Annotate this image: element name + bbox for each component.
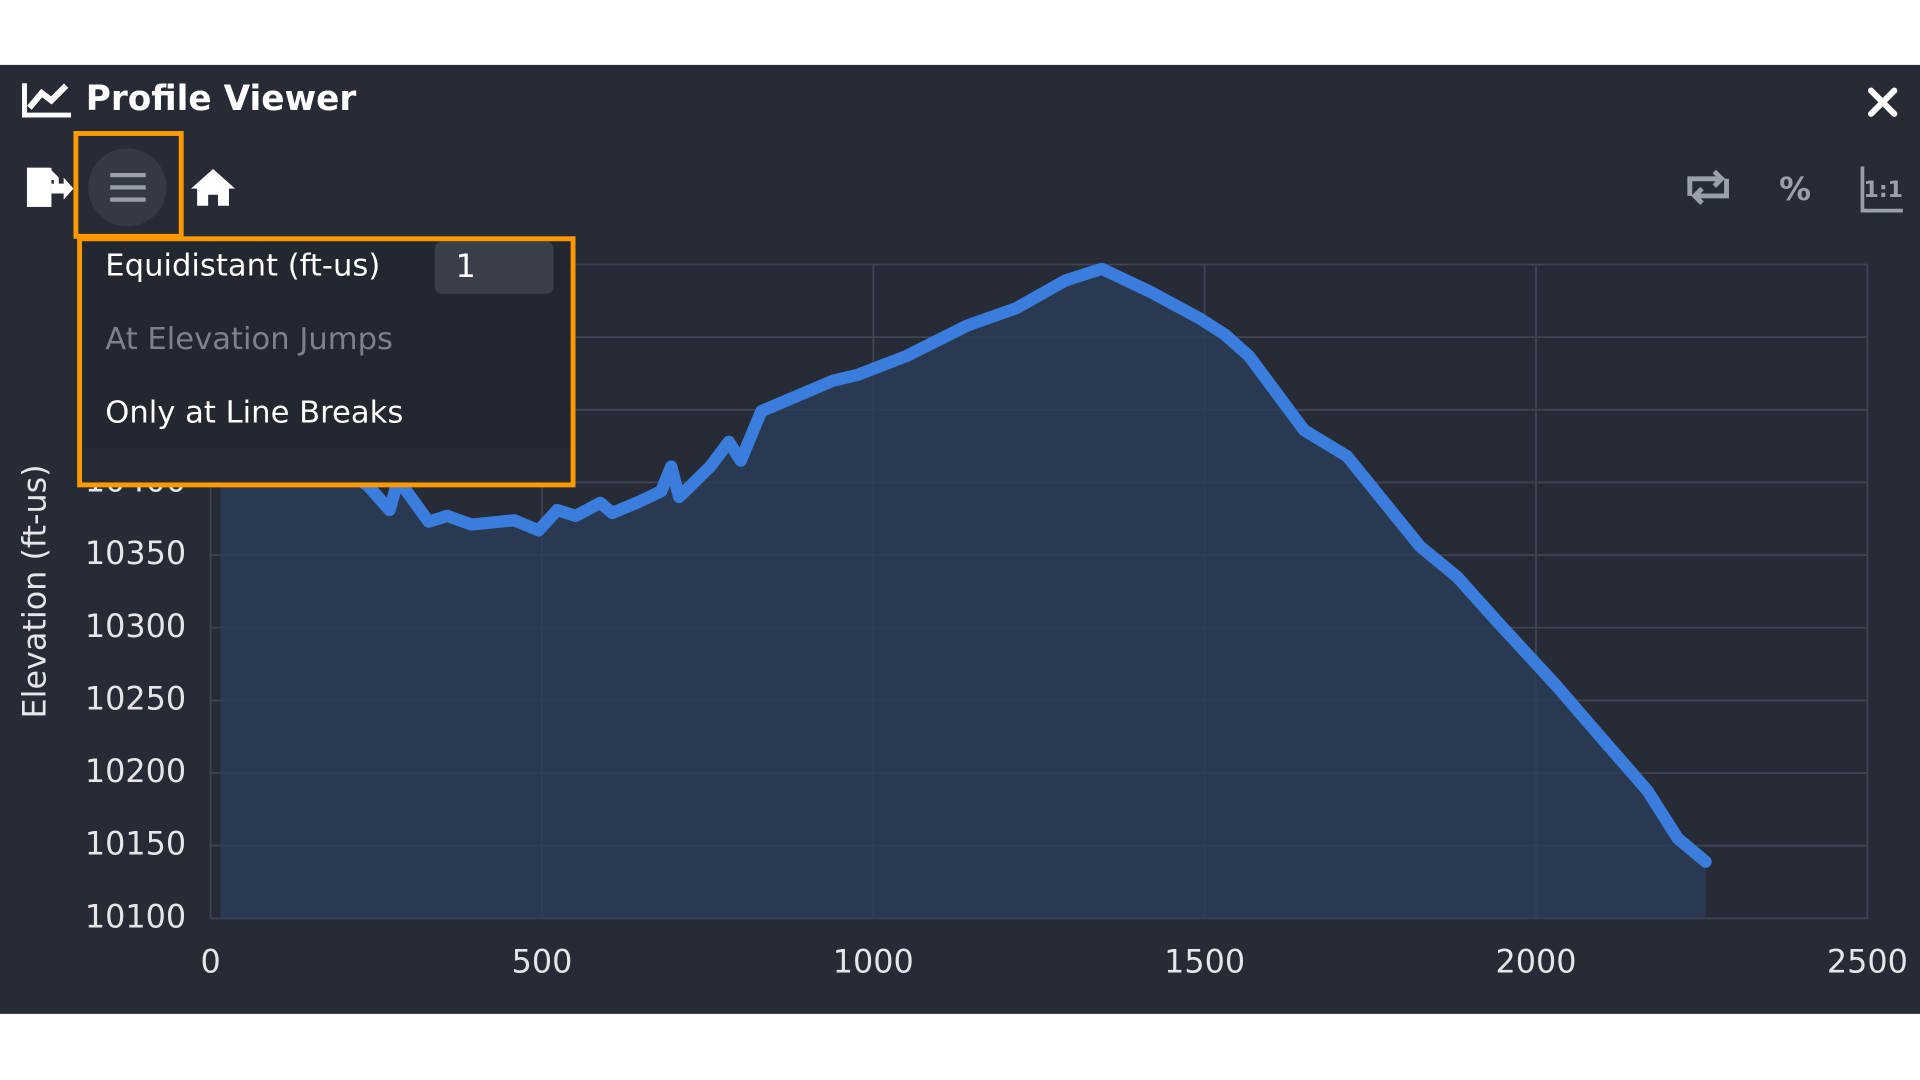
x-tick-label: 1500 [1164, 943, 1245, 981]
highlight-box [77, 236, 576, 488]
area-fill [220, 268, 1706, 919]
ratio-button[interactable]: 1:1 [1864, 178, 1903, 203]
menu-icon [110, 172, 146, 202]
number-input[interactable] [434, 241, 554, 294]
crop-button[interactable] [1687, 169, 1729, 205]
chart-icon [22, 83, 72, 118]
y-tick-label: 10250 [85, 679, 186, 717]
y-tick-label: 10350 [85, 534, 186, 572]
x-tick-label: 1000 [833, 943, 914, 981]
ratio-axis-icon [1860, 166, 1903, 213]
input-value: 1 [456, 247, 476, 285]
percent-button[interactable]: % [1779, 170, 1811, 208]
menu-item[interactable]: Only at Line Breaks [105, 395, 403, 430]
x-tick-label: 500 [512, 943, 573, 981]
y-tick-label: 10200 [85, 752, 186, 790]
menu-item[interactable]: Equidistant (ft-us) [105, 248, 380, 283]
x-tick-label: 2000 [1495, 943, 1576, 981]
y-tick-label: 10300 [85, 607, 186, 645]
y-tick-label: 10100 [85, 897, 186, 935]
x-tick-label: 2500 [1827, 943, 1908, 981]
home-button[interactable] [191, 168, 236, 206]
y-tick-label: 10150 [85, 825, 186, 863]
menu-item-disabled: At Elevation Jumps [105, 322, 393, 357]
close-button[interactable] [1867, 87, 1898, 117]
profile-line [214, 262, 1712, 868]
export-button[interactable] [26, 167, 74, 207]
panel-title: Profile Viewer [86, 79, 357, 119]
y-axis-label: Elevation (ft-us) [16, 464, 54, 718]
x-tick-label: 0 [200, 943, 220, 981]
